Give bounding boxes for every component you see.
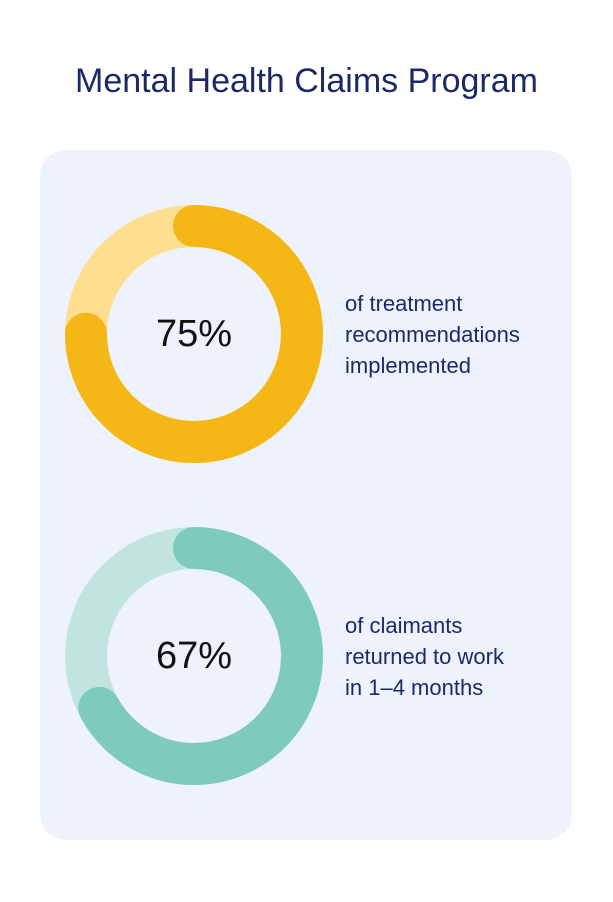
donut-chart-return-to-work (65, 527, 323, 785)
stat-treatment: 75% of treatment recommendations impleme… (40, 204, 572, 464)
stat-caption: of treatment recommendations implemented (345, 290, 520, 378)
donut-arc (65, 527, 323, 785)
donut-chart-treatment (65, 205, 323, 463)
stat-return-to-work: 67% of claimants returned to work in 1–4… (40, 526, 572, 786)
percent-value: 75% (155, 312, 233, 355)
stats-card: 75% of treatment recommendations impleme… (40, 150, 572, 840)
stat-caption: of claimants returned to work in 1–4 mon… (345, 612, 504, 700)
donut-arc (65, 205, 323, 463)
percent-value: 67% (155, 634, 233, 677)
page-title: Mental Health Claims Program (75, 62, 538, 100)
